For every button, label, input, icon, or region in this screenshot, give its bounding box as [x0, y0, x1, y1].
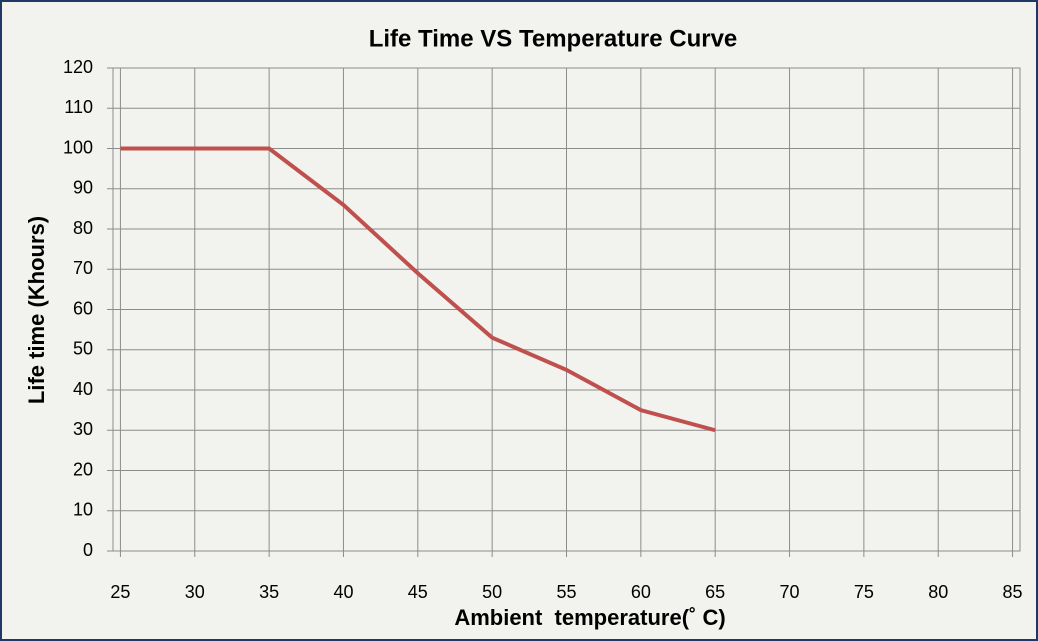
x-tick-label: 55: [556, 582, 576, 602]
y-tick-label: 80: [73, 218, 93, 238]
y-tick-label: 60: [73, 298, 93, 318]
y-tick-label: 50: [73, 339, 93, 359]
y-tick-label: 90: [73, 178, 93, 198]
y-tick-label: 30: [73, 419, 93, 439]
x-tick-label: 30: [185, 582, 205, 602]
x-tick-label: 50: [482, 582, 502, 602]
y-tick-label: 100: [63, 137, 93, 157]
x-tick-label: 80: [928, 582, 948, 602]
x-tick-label: 70: [780, 582, 800, 602]
y-tick-label: 0: [83, 540, 93, 560]
y-axis-label: Life time (Khours): [24, 216, 49, 404]
x-tick-label: 65: [705, 582, 725, 602]
x-tick-label: 45: [408, 582, 428, 602]
y-tick-label: 10: [73, 500, 93, 520]
x-tick-label: 35: [259, 582, 279, 602]
y-tick-label: 20: [73, 459, 93, 479]
chart-title: Life Time VS Temperature Curve: [369, 25, 738, 52]
y-tick-label: 70: [73, 258, 93, 278]
x-tick-label: 40: [333, 582, 353, 602]
y-tick-label: 40: [73, 379, 93, 399]
x-tick-label: 25: [110, 582, 130, 602]
y-tick-label: 120: [63, 57, 93, 77]
data-line: [120, 146, 716, 433]
x-tick-label: 85: [1003, 582, 1023, 602]
x-tick-label: 75: [854, 582, 874, 602]
y-tick-label: 110: [64, 97, 93, 117]
x-tick-label: 60: [631, 582, 651, 602]
x-axis-label: Ambient temperature(˚ C): [454, 605, 725, 630]
